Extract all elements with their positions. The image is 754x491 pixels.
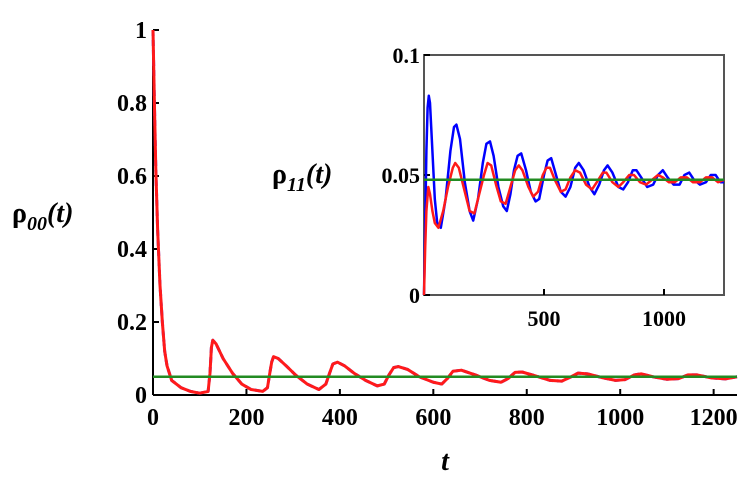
inset-plot: 500 1000 0 0.05 0.1 ρ11(t) <box>272 43 725 331</box>
main-y-tick-label: 0.6 <box>117 164 147 190</box>
main-x-tick-label: 1000 <box>596 405 644 431</box>
inset-y-tick-label: 0.1 <box>393 43 421 68</box>
main-y-tick-label: 0 <box>135 383 147 409</box>
inset-x-tick-label: 500 <box>528 306 561 331</box>
main-y-label: ρ00(t) <box>12 198 73 235</box>
inset-y-label-sub: 11 <box>287 174 306 196</box>
inset-x-tick-label: 1000 <box>642 306 686 331</box>
main-y-tick-label: 1 <box>135 18 147 44</box>
main-y-tick-label: 0.2 <box>117 310 147 336</box>
main-x-tick-label: 200 <box>228 405 264 431</box>
inset-y-tick-label: 0 <box>409 283 420 308</box>
main-y-tick-label: 0.8 <box>117 91 147 117</box>
main-x-tick-label: 400 <box>322 405 358 431</box>
main-x-tick-label: 600 <box>415 405 451 431</box>
main-y-tick-label: 0.4 <box>117 237 147 263</box>
main-x-tick-label: 800 <box>509 405 545 431</box>
inset-series-line-1 <box>422 161 725 296</box>
main-y-label-arg: (t) <box>47 198 73 229</box>
inset-series-line-0 <box>422 94 724 296</box>
main-x-tick-label: 0 <box>147 405 159 431</box>
inset-y-tick-label: 0.05 <box>382 163 421 188</box>
inset-y-label-arg: (t) <box>306 159 332 190</box>
main-y-label-base: ρ <box>12 198 27 229</box>
main-x-label: t <box>441 446 450 477</box>
main-x-tick-label: 1200 <box>690 405 738 431</box>
main-y-label-sub: 00 <box>27 213 47 235</box>
inset-y-label: ρ11(t) <box>272 159 332 196</box>
inset-y-label-base: ρ <box>272 159 287 190</box>
